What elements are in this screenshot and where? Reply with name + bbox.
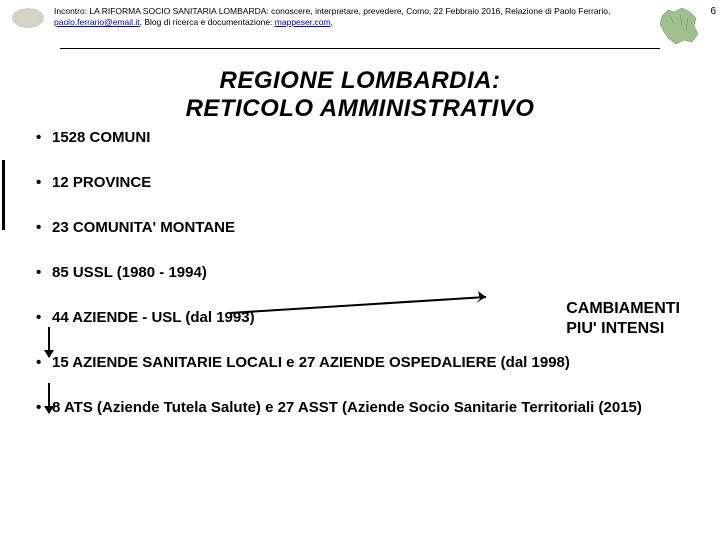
title-line-2: RETICOLO AMMINISTRATIVO xyxy=(0,95,720,123)
bullet-text: 12 PROVINCE xyxy=(52,174,690,191)
arrow-down-icon xyxy=(48,383,50,413)
bullet-dot: • xyxy=(30,219,52,236)
page-number: 6 xyxy=(710,6,716,17)
bullet-dot: • xyxy=(30,129,52,146)
header-blog-link[interactable]: mappeser.com xyxy=(275,17,331,27)
slide-content: •1528 COMUNI •12 PROVINCE •23 COMUNITA' … xyxy=(0,129,720,416)
header-citation: Incontro: LA RIFORMA SOCIO SANITARIA LOM… xyxy=(54,6,648,28)
bullet-dot: • xyxy=(30,264,52,281)
callout-line-1: CAMBIAMENTI xyxy=(566,299,680,319)
title-line-1: REGIONE LOMBARDIA: xyxy=(0,67,720,95)
slide-title: REGIONE LOMBARDIA: RETICOLO AMMINISTRATI… xyxy=(0,49,720,129)
bullet-text: 8 ATS (Aziende Tutela Salute) e 27 ASST … xyxy=(52,399,690,416)
bullet-text: 23 COMUNITA' MONTANE xyxy=(52,219,690,236)
header-email-link[interactable]: paolo.ferrario@email.it xyxy=(54,17,140,27)
list-item: •23 COMUNITA' MONTANE xyxy=(30,219,690,236)
list-item: •1528 COMUNI xyxy=(30,129,690,146)
bullet-dot: • xyxy=(30,309,52,326)
list-item: •15 AZIENDE SANITARIE LOCALI e 27 AZIEND… xyxy=(30,354,690,371)
side-marker-icon xyxy=(2,160,24,230)
arrow-down-icon xyxy=(48,327,50,357)
list-item: •12 PROVINCE xyxy=(30,174,690,191)
callout-text: CAMBIAMENTI PIU' INTENSI xyxy=(566,299,680,339)
bullet-text: 1528 COMUNI xyxy=(52,129,690,146)
header-logo-icon xyxy=(10,6,46,30)
callout-line-2: PIU' INTENSI xyxy=(566,319,680,339)
list-item: •8 ATS (Aziende Tutela Salute) e 27 ASST… xyxy=(30,399,690,416)
bullet-dot: • xyxy=(30,174,52,191)
header-mid: , Blog di ricerca e documentazione: xyxy=(140,17,275,27)
bullet-text: 15 AZIENDE SANITARIE LOCALI e 27 AZIENDE… xyxy=(52,354,690,371)
header-prefix: Incontro: LA RIFORMA SOCIO SANITARIA LOM… xyxy=(54,6,610,16)
arrow-right-icon xyxy=(230,269,500,329)
lombardy-map-icon xyxy=(656,6,700,46)
slide-header: Incontro: LA RIFORMA SOCIO SANITARIA LOM… xyxy=(0,0,720,48)
